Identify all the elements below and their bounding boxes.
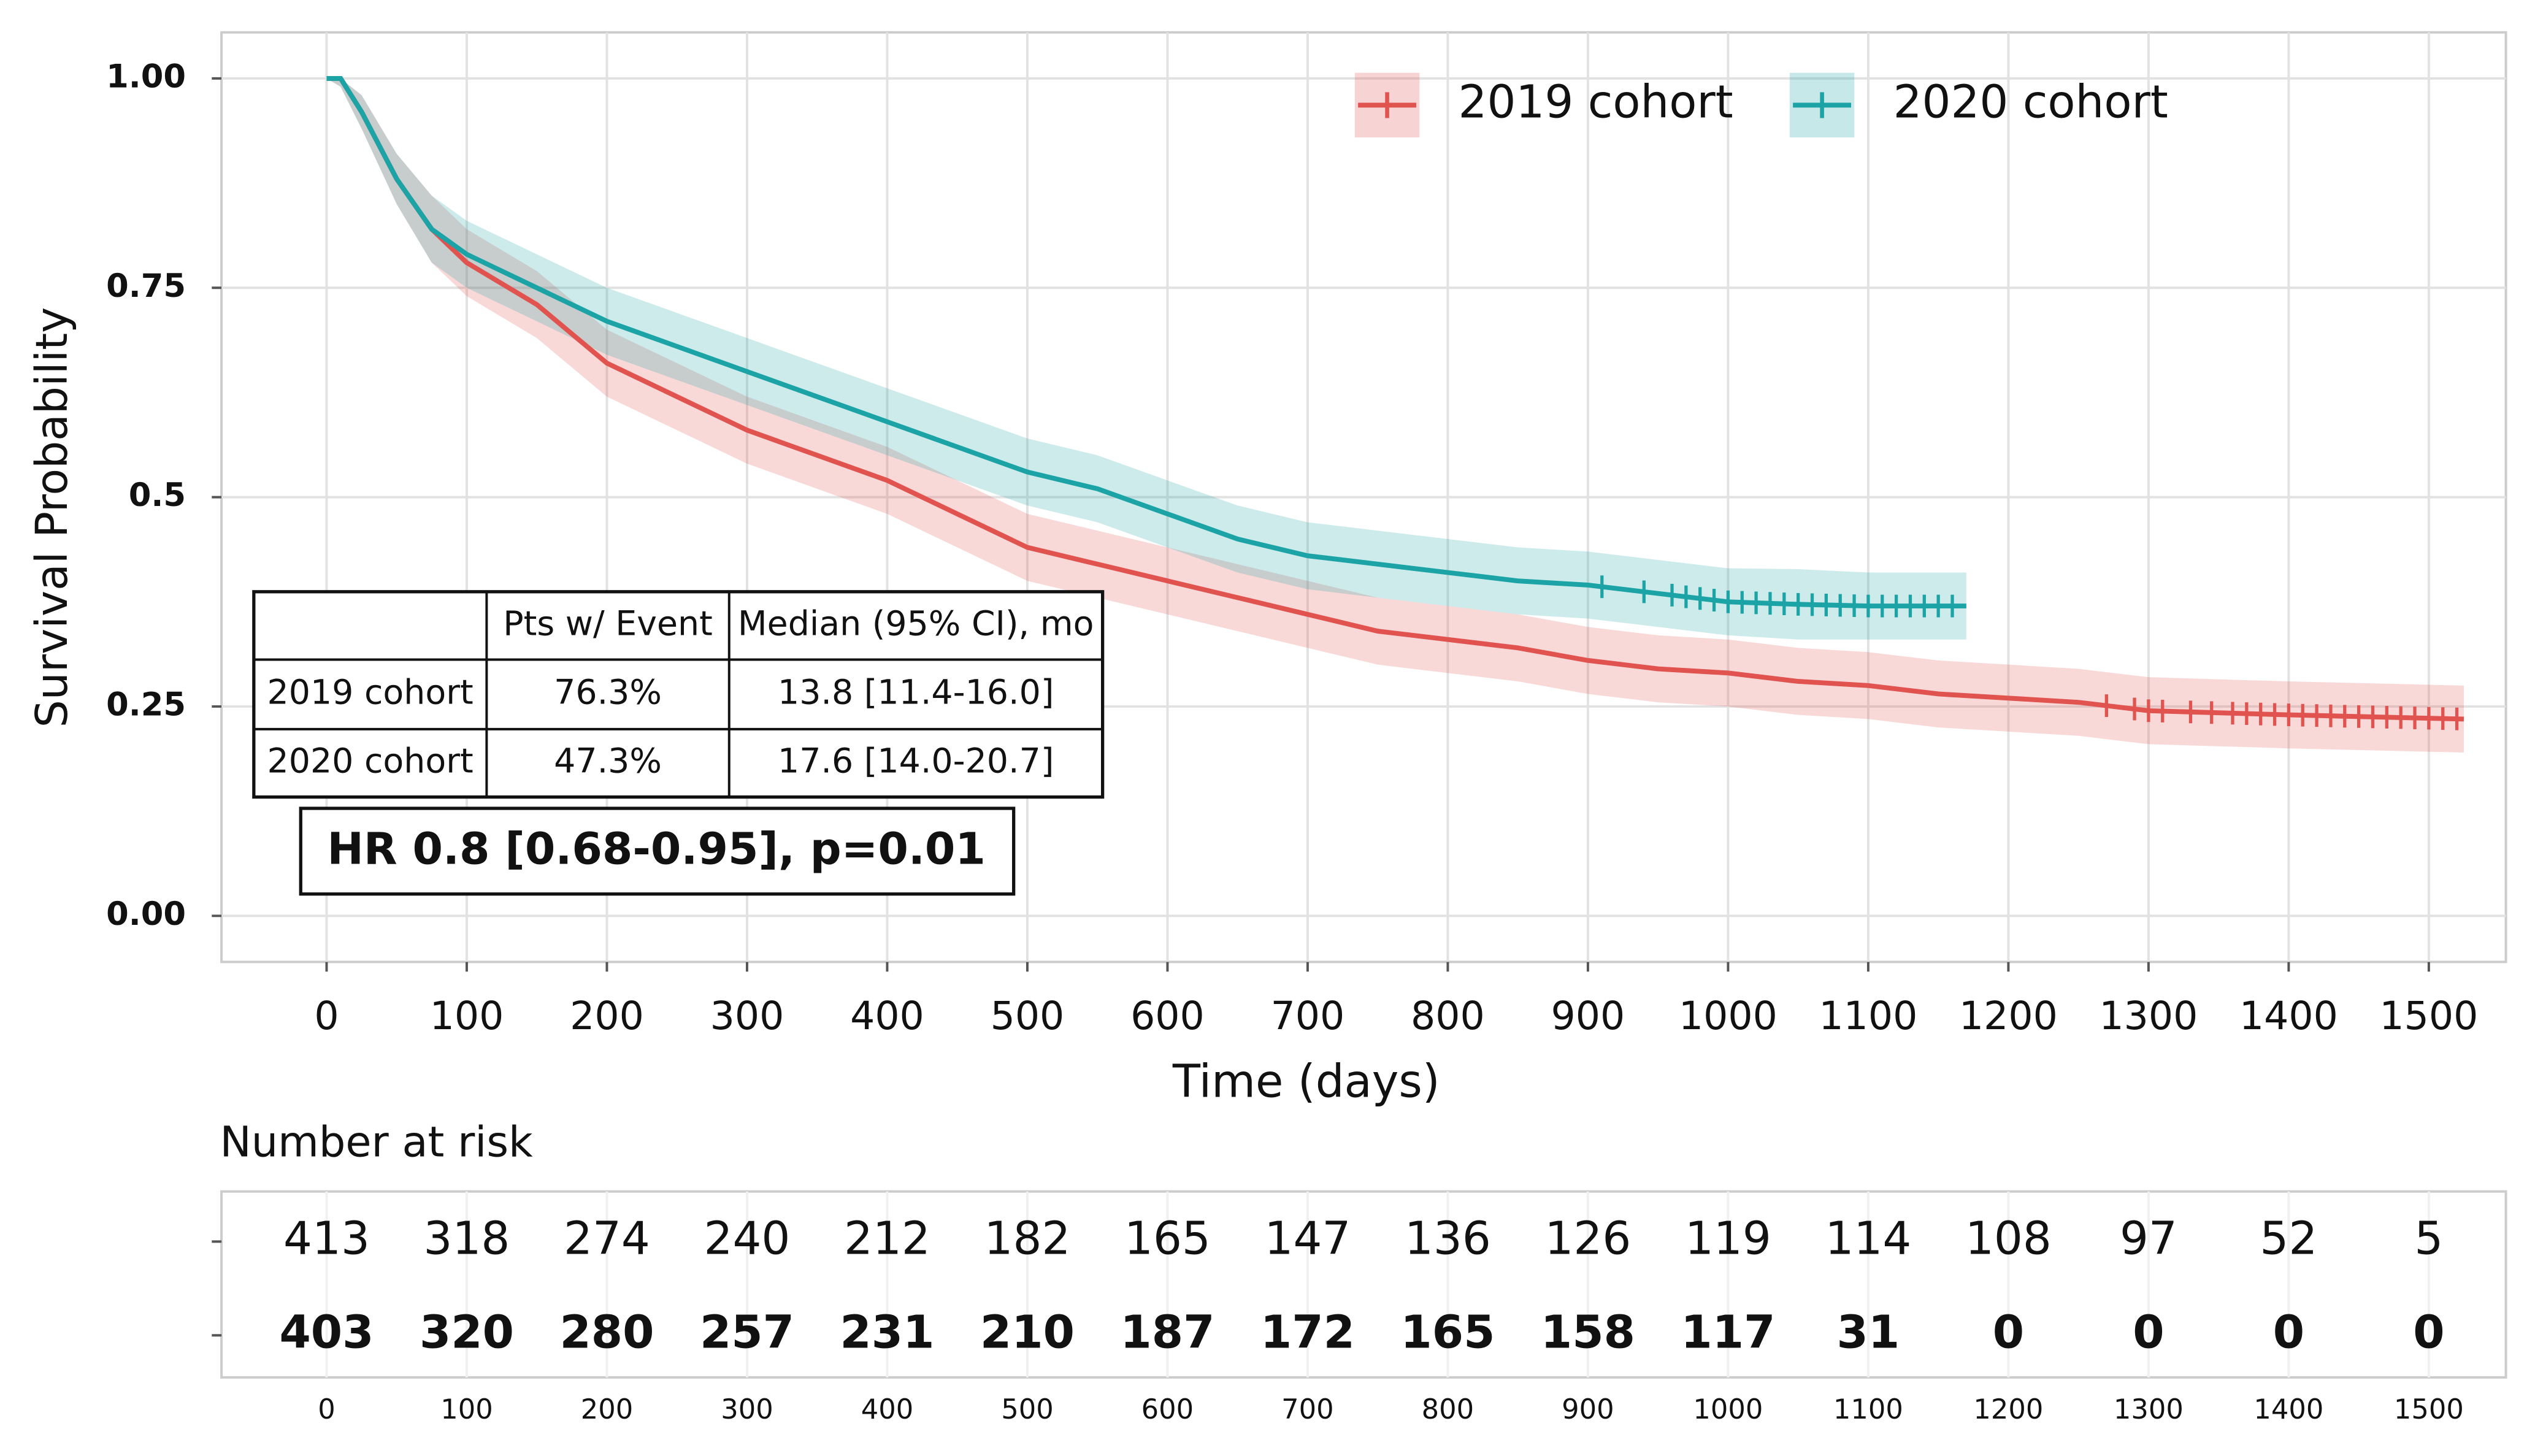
risk-count: 187 [1120, 1306, 1214, 1358]
risk-count: 240 [704, 1212, 791, 1265]
risk-x-tick-label: 1400 [2253, 1393, 2323, 1425]
risk-x-tick-label: 500 [1001, 1393, 1054, 1425]
y-tick-label: 0.75 [106, 267, 186, 305]
risk-count: 165 [1400, 1306, 1495, 1358]
table-header: Median (95% CI), mo [738, 604, 1094, 643]
risk-x-tick-label: 600 [1141, 1393, 1194, 1425]
risk-count: 119 [1685, 1212, 1771, 1265]
risk-count: 147 [1265, 1212, 1351, 1265]
x-tick-label: 900 [1551, 993, 1625, 1038]
risk-count: 210 [980, 1306, 1075, 1358]
x-tick-label: 800 [1411, 993, 1485, 1038]
risk-count: 136 [1405, 1212, 1491, 1265]
risk-x-tick-label: 800 [1422, 1393, 1475, 1425]
table-header: Pts w/ Event [503, 604, 713, 643]
risk-x-tick-label: 1000 [1693, 1393, 1763, 1425]
x-tick-label: 200 [570, 993, 644, 1038]
risk-x-tick-label: 1300 [2114, 1393, 2184, 1425]
risk-count: 108 [1965, 1212, 2052, 1265]
summary-table [252, 590, 1105, 799]
y-tick-label: 0.5 [129, 477, 186, 514]
risk-count: 158 [1541, 1306, 1635, 1358]
risk-count: 0 [2273, 1306, 2304, 1358]
risk-count: 318 [424, 1212, 510, 1265]
risk-count: 280 [559, 1306, 654, 1358]
risk-x-tick-label: 0 [318, 1393, 336, 1425]
risk-count: 5 [2414, 1212, 2443, 1265]
risk-x-tick-label: 400 [861, 1393, 914, 1425]
table-cell: 13.8 [11.4-16.0] [778, 673, 1054, 712]
risk-count: 0 [1993, 1306, 2024, 1358]
y-tick-label: 0.25 [106, 686, 186, 724]
y-axis-title: Survival Probability [26, 307, 77, 728]
risk-x-tick-label: 200 [581, 1393, 634, 1425]
risk-count: 52 [2260, 1212, 2317, 1265]
confidence-band [326, 78, 2464, 753]
annotation-box [299, 807, 1016, 896]
x-tick-label: 0 [314, 993, 339, 1038]
confidence-band [326, 78, 1966, 640]
risk-count: 172 [1260, 1306, 1355, 1358]
x-tick-label: 300 [710, 993, 784, 1038]
risk-count: 0 [2413, 1306, 2444, 1358]
x-tick-label: 1300 [2099, 993, 2198, 1038]
y-tick-label: 1.00 [106, 58, 186, 96]
risk-count: 257 [700, 1306, 794, 1358]
risk-x-tick-label: 1200 [1973, 1393, 2043, 1425]
annotation: HR 0.8 [0.68-0.95], p=0.01 [327, 824, 986, 875]
risk-x-tick-label: 1100 [1833, 1393, 1903, 1425]
x-tick-label: 100 [430, 993, 504, 1038]
risk-x-tick-label: 1500 [2394, 1393, 2464, 1425]
risk-count: 97 [2120, 1212, 2177, 1265]
table-cell: 2019 cohort [267, 673, 474, 712]
risk-count: 126 [1544, 1212, 1631, 1265]
table-cell: 17.6 [14.0-20.7] [778, 741, 1054, 781]
x-tick-label: 400 [850, 993, 924, 1038]
x-tick-label: 1100 [1819, 993, 1917, 1038]
risk-count: 320 [420, 1306, 514, 1358]
risk-count: 114 [1825, 1212, 1911, 1265]
x-tick-label: 1500 [2379, 993, 2478, 1038]
survival-line [326, 75, 2464, 722]
table-cell: 2020 cohort [267, 741, 474, 781]
x-tick-label: 500 [991, 993, 1065, 1038]
risk-count: 231 [840, 1306, 934, 1358]
risk-x-tick-label: 700 [1281, 1393, 1334, 1425]
risk-x-tick-label: 100 [440, 1393, 493, 1425]
risk-table-frame [220, 1190, 2507, 1379]
risk-count: 274 [564, 1212, 650, 1265]
survival-line [326, 75, 1966, 609]
risk-count: 31 [1837, 1306, 1900, 1358]
x-tick-label: 1400 [2239, 993, 2338, 1038]
x-tick-label: 700 [1271, 993, 1345, 1038]
x-tick-label: 600 [1130, 993, 1205, 1038]
legend-label: 2019 cohort [1459, 75, 1733, 128]
risk-count: 413 [283, 1212, 370, 1265]
y-tick-label: 0.00 [106, 895, 186, 933]
risk-count: 403 [279, 1306, 374, 1358]
risk-count: 0 [2133, 1306, 2164, 1358]
risk-count: 212 [844, 1212, 930, 1265]
risk-count: 182 [984, 1212, 1071, 1265]
table-cell: 76.3% [554, 673, 662, 712]
risk-x-tick-label: 900 [1562, 1393, 1614, 1425]
risk-table-title: Number at risk [220, 1117, 533, 1167]
risk-count: 165 [1124, 1212, 1211, 1265]
x-tick-label: 1200 [1959, 993, 2058, 1038]
risk-x-tick-label: 300 [721, 1393, 773, 1425]
legend-label: 2020 cohort [1893, 75, 2168, 128]
x-axis-title: Time (days) [1172, 1056, 1440, 1108]
table-cell: 47.3% [554, 741, 662, 781]
x-tick-label: 1000 [1679, 993, 1778, 1038]
risk-count: 117 [1681, 1306, 1775, 1358]
